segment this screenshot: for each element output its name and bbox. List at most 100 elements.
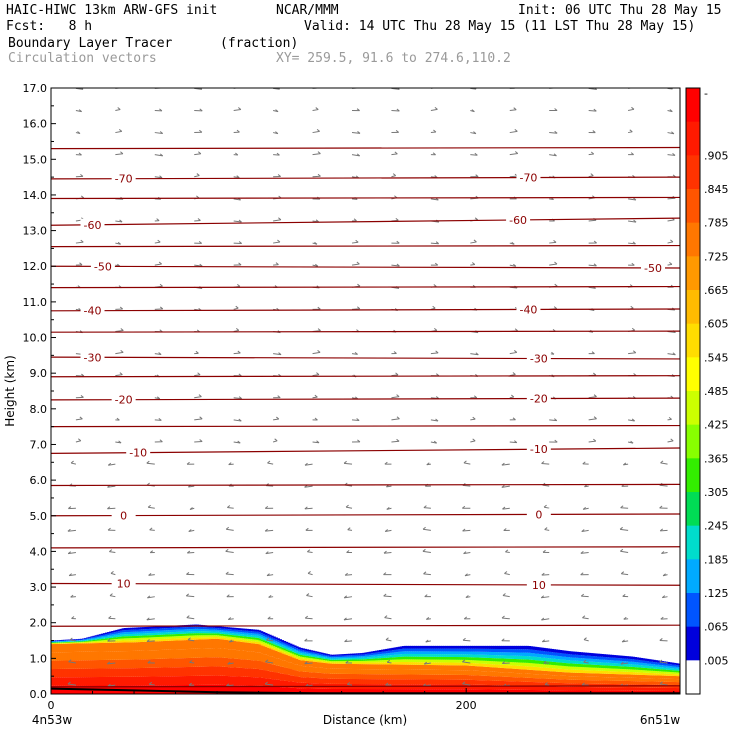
tracer-cell bbox=[295, 649, 299, 652]
vector-arrow-head bbox=[505, 549, 509, 553]
tracer-cell bbox=[75, 639, 79, 641]
tracer-cell bbox=[642, 678, 646, 682]
tracer-cell bbox=[609, 660, 613, 663]
tracer-cell bbox=[385, 659, 388, 663]
tracer-cell bbox=[69, 668, 73, 678]
isotherm-label-bg bbox=[111, 393, 136, 406]
tracer-cell bbox=[455, 674, 459, 680]
tracer-cell bbox=[586, 652, 590, 656]
tracer-cell bbox=[588, 670, 592, 674]
tracer-cell bbox=[150, 667, 154, 677]
tracer-cell bbox=[300, 677, 303, 683]
vector-arrow bbox=[544, 529, 550, 531]
vector-arrow-head bbox=[554, 261, 558, 265]
tracer-cell bbox=[513, 681, 517, 686]
tracer-cell bbox=[667, 678, 671, 682]
tracer-cell bbox=[341, 663, 345, 669]
tracer-cell bbox=[343, 655, 347, 657]
vector-arrow bbox=[462, 484, 471, 487]
vector-arrow bbox=[628, 242, 636, 245]
tracer-cell bbox=[459, 651, 463, 655]
tracer-cell bbox=[455, 665, 459, 671]
vector-arrow bbox=[391, 264, 400, 267]
vector-arrow bbox=[501, 485, 510, 488]
vector-arrow-head bbox=[396, 416, 400, 420]
tracer-cell bbox=[486, 654, 490, 658]
tracer-cell bbox=[366, 674, 370, 680]
tracer-cell bbox=[486, 648, 490, 652]
tracer-cell bbox=[113, 633, 116, 636]
tracer-cell bbox=[156, 676, 160, 686]
tracer-cell bbox=[453, 654, 457, 657]
tracer-cell bbox=[179, 633, 183, 637]
y-tick-label: 3.0 bbox=[30, 581, 48, 594]
tracer-cell bbox=[557, 682, 561, 687]
tracer-cell bbox=[227, 667, 231, 677]
vector-arrow-head bbox=[511, 241, 515, 245]
tracer-cell bbox=[217, 684, 220, 694]
tracer-cell bbox=[302, 658, 305, 661]
tracer-cell bbox=[545, 654, 548, 658]
tracer-cell bbox=[516, 668, 519, 674]
tracer-cell bbox=[530, 663, 534, 667]
vector-arrow bbox=[667, 132, 674, 135]
vector-arrow bbox=[588, 396, 597, 399]
tracer-cell bbox=[310, 666, 314, 673]
tracer-cell bbox=[650, 678, 654, 682]
tracer-cell bbox=[601, 656, 604, 660]
vector-arrow bbox=[194, 440, 203, 443]
tracer-cell bbox=[389, 655, 393, 658]
vector-arrow bbox=[347, 683, 353, 686]
tracer-cell bbox=[650, 661, 654, 665]
vector-arrow-head bbox=[187, 550, 191, 554]
tracer-cell bbox=[615, 655, 619, 658]
tracer-cell bbox=[53, 641, 56, 643]
tracer-cell bbox=[445, 674, 449, 680]
vector-arrow bbox=[304, 485, 313, 488]
tracer-cell bbox=[478, 684, 482, 690]
tracer-cell bbox=[67, 668, 71, 678]
tracer-cell bbox=[239, 636, 243, 638]
tracer-cell bbox=[509, 645, 513, 650]
vector-arrow-head bbox=[225, 526, 230, 530]
tracer-cell bbox=[501, 658, 505, 662]
tracer-cell bbox=[412, 651, 415, 654]
tracer-cell bbox=[356, 679, 359, 685]
tracer-cell bbox=[640, 662, 644, 666]
tracer-cell bbox=[246, 668, 249, 677]
tracer-cell bbox=[337, 654, 341, 656]
tracer-cell bbox=[59, 641, 62, 642]
tracer-cell bbox=[466, 684, 469, 690]
tracer-cell bbox=[57, 685, 60, 694]
vector-arrow bbox=[628, 108, 635, 111]
tracer-cell bbox=[154, 630, 158, 633]
tracer-cell bbox=[441, 669, 444, 675]
tracer-cell bbox=[347, 656, 351, 659]
tracer-cell bbox=[136, 635, 139, 638]
vector-arrow bbox=[620, 550, 629, 553]
tracer-cell bbox=[497, 672, 500, 677]
tracer-cell bbox=[333, 658, 336, 660]
vector-arrow-head bbox=[394, 151, 398, 155]
tracer-cell bbox=[235, 631, 239, 634]
tracer-cell bbox=[322, 661, 326, 663]
tracer-cell bbox=[225, 666, 229, 676]
tracer-cell bbox=[505, 655, 509, 659]
tracer-cell bbox=[212, 637, 216, 639]
tracer-cell bbox=[609, 673, 613, 678]
tracer-cell bbox=[84, 638, 87, 640]
vector-arrow-head bbox=[314, 394, 318, 398]
tracer-cell bbox=[476, 645, 480, 649]
tracer-cell bbox=[383, 662, 386, 665]
tracer-cell bbox=[399, 649, 403, 652]
tracer-cell bbox=[561, 690, 565, 694]
tracer-cell bbox=[175, 640, 179, 650]
tracer-cell bbox=[567, 666, 571, 670]
isotherm-line bbox=[51, 330, 680, 333]
tracer-cell bbox=[511, 662, 515, 666]
tracer-cell bbox=[152, 641, 156, 651]
isotherm-label: 10 bbox=[532, 579, 546, 592]
tracer-cell bbox=[621, 669, 625, 672]
tracer-cell bbox=[125, 668, 129, 677]
tracer-cell bbox=[295, 653, 299, 656]
